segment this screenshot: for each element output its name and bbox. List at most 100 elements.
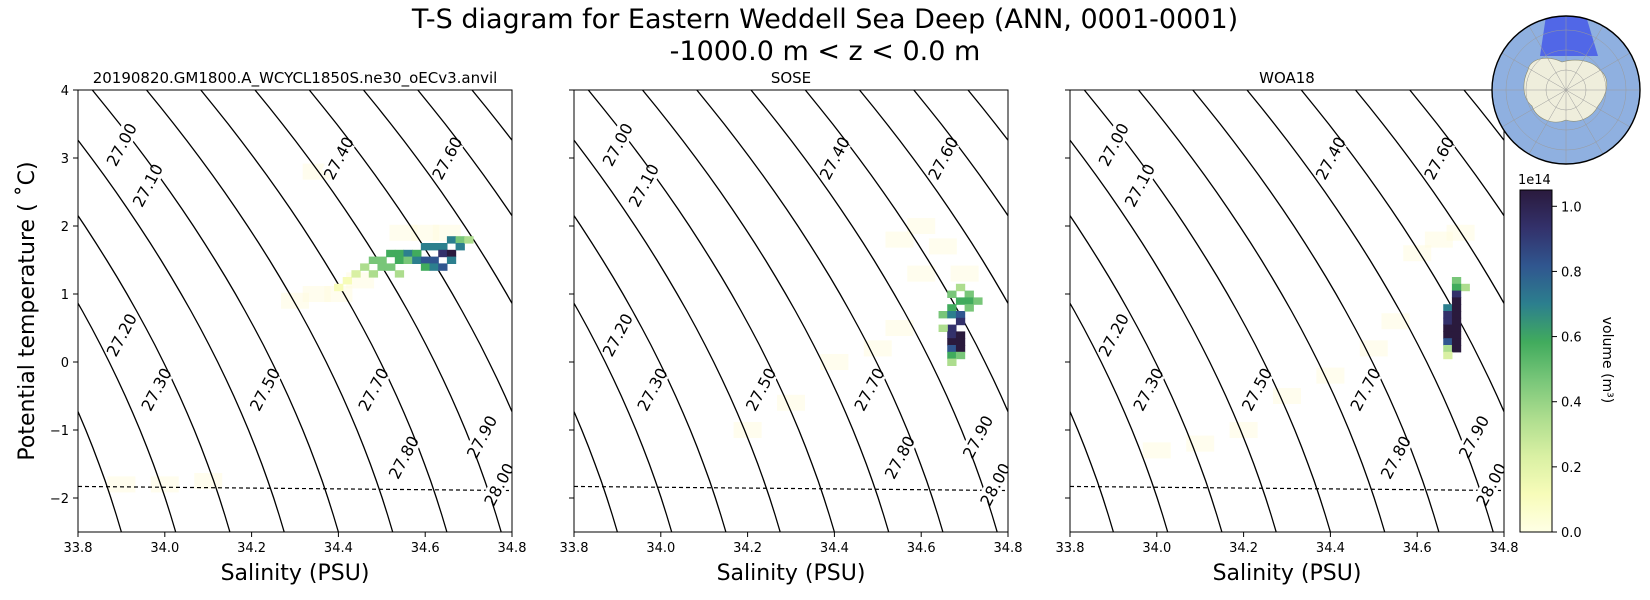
heatmap-cell-faint [885, 231, 914, 248]
contour-label: 27.30 [1129, 365, 1167, 414]
heatmap-cell [438, 249, 448, 258]
heatmap-cell-faint [777, 394, 805, 411]
heatmap-cell [1443, 304, 1453, 312]
heatmap-cell [368, 270, 379, 278]
contour-label-bg [961, 416, 995, 457]
heatmap-cell-faint [1424, 231, 1453, 248]
heatmap-cell [955, 283, 966, 292]
x-tick-label: 34.8 [1490, 541, 1519, 556]
x-tick-label: 33.8 [64, 541, 93, 556]
contour-label: 27.60 [1420, 134, 1458, 183]
heatmap-cell [1451, 311, 1462, 319]
contour-label-bg [1474, 464, 1504, 505]
density-contour [587, 90, 836, 532]
contour-label-bg [1097, 314, 1130, 355]
contour-label-bg [1457, 416, 1491, 457]
axes-frame [77, 89, 513, 533]
contour-label: 27.80 [881, 433, 919, 482]
heatmap-cell [438, 263, 448, 271]
heatmap-cell-faint [950, 265, 979, 282]
heatmap-cell [1451, 324, 1462, 332]
inset-map [1491, 15, 1641, 165]
contour-label: 27.60 [428, 134, 466, 183]
heatmap-cell [955, 297, 966, 305]
contour-label-bg [1131, 369, 1165, 410]
figure-subtitle: -1000.0 m < z < 0.0 m [670, 36, 981, 67]
density-contour [1070, 410, 1115, 532]
heatmap-cell [446, 256, 457, 264]
plot-area: 27.0027.1027.2027.3027.4027.5027.6027.70… [1070, 90, 1504, 532]
heatmap-cell [1451, 345, 1462, 353]
heatmap-cell [955, 345, 966, 353]
contour-label-bg [322, 137, 355, 179]
heatmap-cell-faint [281, 292, 309, 309]
y-tick-label: 4 [61, 84, 69, 99]
contour-label: 27.50 [246, 365, 284, 414]
heatmap-cell [429, 256, 439, 264]
contour-label-bg [387, 437, 420, 478]
panel-title: WOA18 [1259, 69, 1315, 87]
contour-label-bg [1314, 137, 1347, 179]
colorbar-tick-label: 0.8 [1561, 265, 1582, 280]
contour-label-bg [1348, 369, 1382, 410]
heatmap-cell [1460, 283, 1470, 292]
heatmap-cell-faint [1273, 388, 1301, 404]
contour-label-bg [139, 369, 173, 410]
heatmap-cell [429, 243, 439, 251]
density-contour [362, 90, 512, 305]
contour-label: 27.70 [850, 365, 888, 414]
contour-label-bg [852, 369, 886, 410]
contour-label: 27.10 [129, 161, 167, 210]
axes-frame [573, 89, 1009, 533]
inset-border [1491, 15, 1641, 165]
freezing-line [78, 485, 512, 492]
x-tick-label: 34.4 [1316, 541, 1345, 556]
heatmap-cell [1443, 324, 1453, 332]
density-contour [574, 214, 727, 532]
y-tick-label: 1 [61, 288, 69, 303]
density-contour [641, 90, 890, 532]
density-contour [1070, 214, 1223, 532]
contour-label: 27.80 [1377, 433, 1415, 482]
heatmap-cell [464, 236, 474, 244]
heatmap-cell [1451, 277, 1462, 285]
contour-label: 27.50 [1238, 365, 1276, 414]
heatmap-cell-faint [863, 340, 892, 357]
contour-label-bg [1123, 165, 1156, 206]
inset-graticule [1565, 89, 1631, 128]
density-contour [1192, 90, 1440, 532]
x-tick-label: 34.8 [994, 541, 1023, 556]
x-tick-label: 34.4 [324, 541, 353, 556]
colorbar-tick-label: 0.0 [1561, 526, 1582, 541]
heatmap-cell [446, 249, 457, 258]
x-tick-label: 33.8 [1056, 541, 1085, 556]
contour-label: 27.40 [816, 134, 854, 183]
density-contour [91, 90, 340, 532]
colorbar-tick-label: 0.2 [1561, 461, 1582, 476]
heatmap-cell [947, 324, 957, 332]
x-tick-label: 34.4 [820, 541, 849, 556]
heatmap-cell-faint [1229, 422, 1258, 438]
contour-label: 27.40 [1312, 134, 1350, 183]
density-contour [78, 139, 285, 532]
contour-label-bg [1240, 369, 1274, 410]
density-contour [1246, 90, 1494, 532]
heatmap-cell-faint [107, 476, 136, 493]
heatmap-cell [403, 249, 413, 258]
density-contour [78, 301, 177, 532]
contour-label-bg [601, 314, 634, 355]
contour-label-bg [248, 369, 282, 410]
x-tick-label: 34.2 [1229, 541, 1258, 556]
heatmap-cell [394, 249, 405, 258]
inset-graticule [1565, 25, 1604, 91]
heatmap-cell [1443, 311, 1453, 319]
contour-label-bg [105, 314, 138, 355]
x-tick-label: 34.0 [1142, 541, 1171, 556]
heatmap-cell [973, 297, 983, 305]
heatmap-cell-faint [733, 422, 762, 438]
x-axis-label: Salinity (PSU) [717, 561, 866, 586]
freezing-line [1070, 485, 1504, 492]
heatmap-cell [377, 263, 387, 271]
contour-label: 27.30 [633, 365, 671, 414]
